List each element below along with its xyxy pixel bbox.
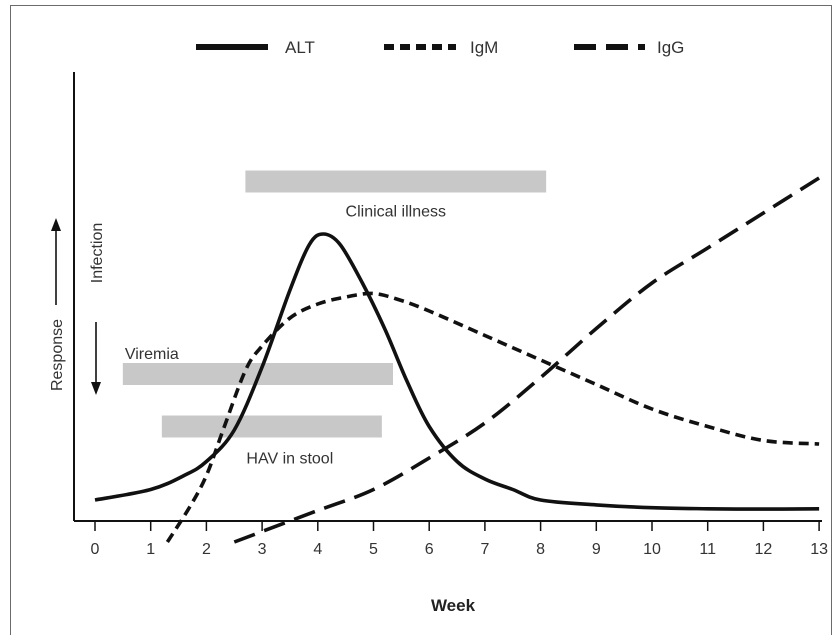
series-line-igm — [165, 291, 820, 543]
series-line-igg — [233, 176, 821, 544]
x-tick-label: 5 — [369, 541, 378, 558]
hav-in-stool-bar — [161, 415, 382, 438]
x-tick-label: 3 — [258, 541, 267, 558]
x-tick-label: 13 — [810, 541, 828, 558]
series-line-alt — [94, 232, 820, 511]
x-tick-label: 6 — [425, 541, 434, 558]
x-axis-ticks: 0 1 2 3 4 5 6 7 8 9 10 11 12 13 — [91, 521, 828, 558]
x-tick-label: 2 — [202, 541, 211, 558]
x-tick-label: 9 — [592, 541, 601, 558]
y-side-annotation: Response Infection — [49, 218, 106, 395]
infection-arrow-head-down — [91, 382, 101, 395]
legend: ALT IgM IgG — [196, 38, 684, 57]
x-tick-label: 4 — [313, 541, 322, 558]
legend-igg-label: IgG — [657, 38, 684, 57]
x-tick-label: 7 — [480, 541, 489, 558]
clinical-illness-bar — [245, 170, 547, 193]
series-lines — [94, 176, 821, 544]
x-tick-label: 1 — [146, 541, 155, 558]
x-axis-title: Week — [431, 596, 476, 615]
viremia-label: Viremia — [125, 346, 179, 363]
y-axis-title: Response — [49, 319, 66, 391]
response-arrow-head-up — [51, 218, 61, 231]
x-tick-label: 0 — [91, 541, 100, 558]
hav-in-stool-label: HAV in stool — [246, 451, 333, 468]
x-tick-label: 11 — [699, 541, 716, 558]
clinical-illness-label: Clinical illness — [346, 204, 446, 221]
annotation-bars: Clinical illness Viremia HAV in stool — [122, 170, 547, 468]
legend-igm-label: IgM — [470, 38, 498, 57]
x-tick-label: 8 — [536, 541, 545, 558]
infection-label: Infection — [89, 223, 106, 283]
legend-alt-label: ALT — [285, 38, 315, 57]
x-tick-label: 12 — [755, 541, 773, 558]
figure-frame — [10, 5, 832, 635]
x-tick-label: 10 — [643, 541, 661, 558]
